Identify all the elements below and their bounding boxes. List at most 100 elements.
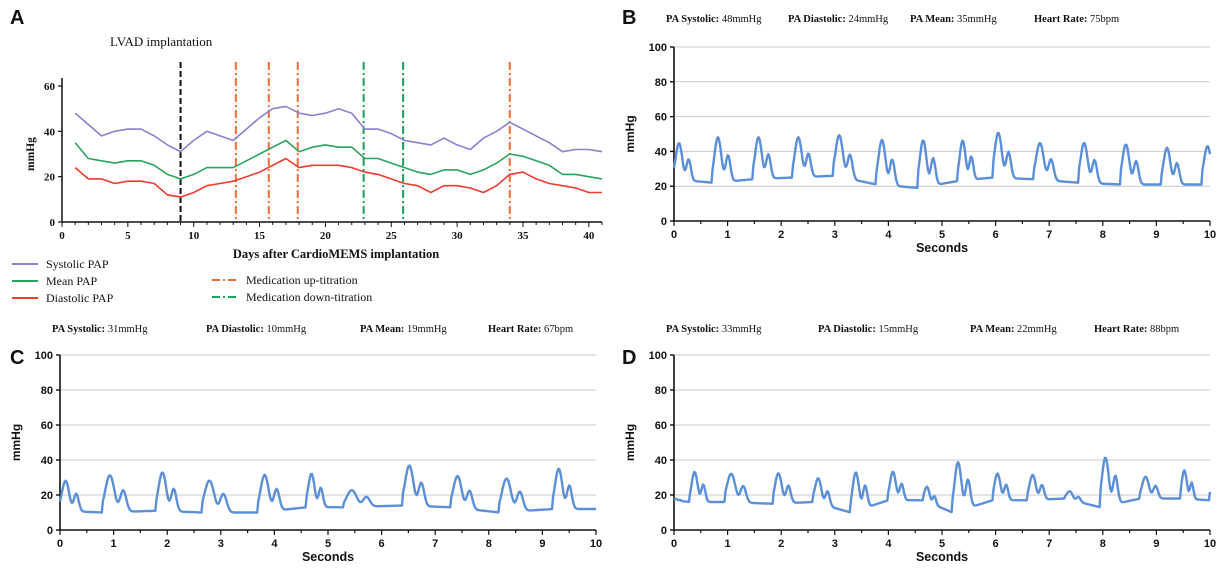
y-tick-label: 60 [41, 420, 53, 432]
x-tick-label: 10 [188, 230, 200, 242]
y-tick-label: 0 [50, 217, 56, 229]
header-stat: PA Mean: 19mmHg [360, 324, 447, 335]
header-stat: PA Mean: 35mmHg [910, 14, 997, 25]
series-line-mean-pap [74, 139, 603, 180]
x-tick-label: 8 [486, 538, 492, 550]
y-axis-label: mmHg [623, 115, 637, 152]
x-axis-label: Seconds [302, 550, 354, 564]
series-line-diastolic-pap [74, 157, 602, 198]
y-tick-label: 0 [47, 525, 53, 537]
x-tick-label: 2 [778, 538, 784, 550]
x-tick-label: 5 [125, 230, 131, 242]
x-tick-label: 15 [254, 230, 266, 242]
panel-letter: B [622, 7, 636, 29]
header-stat-label: Heart Rate: [1034, 14, 1090, 25]
x-tick-label: 10 [1204, 229, 1216, 241]
x-axis-label: Seconds [916, 241, 968, 255]
pressure-trace [672, 131, 1212, 190]
x-tick-label: 25 [386, 230, 398, 242]
header-stat-label: PA Diastolic: [788, 14, 848, 25]
x-tick-label: 40 [583, 230, 595, 242]
x-tick-label: 10 [1204, 538, 1216, 550]
header-stat: PA Systolic: 33mmHg [666, 324, 762, 335]
x-tick-label: 9 [1153, 229, 1159, 241]
x-tick-label: 4 [271, 538, 278, 550]
y-tick-label: 40 [655, 146, 667, 158]
panel-letter: D [622, 347, 636, 369]
y-axis-label: mmHg [623, 424, 637, 461]
x-axis-label: Seconds [916, 550, 968, 564]
x-tick-label: 9 [1153, 538, 1159, 550]
x-tick-label: 8 [1100, 229, 1106, 241]
header-stat: PA Diastolic: 24mmHg [788, 14, 889, 25]
y-tick-label: 20 [44, 172, 56, 184]
x-tick-label: 7 [1046, 538, 1052, 550]
y-tick-label: 20 [655, 181, 667, 193]
x-tick-label: 2 [164, 538, 170, 550]
x-tick-label: 30 [452, 230, 464, 242]
legend-label: Systolic PAP [46, 257, 109, 271]
x-tick-label: 0 [57, 538, 63, 550]
y-tick-label: 80 [655, 77, 667, 89]
series-line-systolic-pap [74, 105, 603, 153]
legend-label: Diastolic PAP [46, 291, 114, 305]
header-stat-label: PA Mean: [910, 14, 957, 25]
y-tick-label: 60 [655, 420, 667, 432]
header-stat-value: 33mmHg [722, 324, 762, 335]
header-stat-label: Heart Rate: [488, 324, 544, 335]
y-tick-label: 100 [35, 350, 53, 362]
y-tick-label: 60 [655, 112, 667, 124]
header-stat-label: PA Systolic: [52, 324, 108, 335]
x-tick-label: 1 [111, 538, 117, 550]
legend-label: Mean PAP [46, 274, 98, 288]
y-tick-label: 40 [655, 455, 667, 467]
x-tick-label: 1 [725, 229, 731, 241]
x-tick-label: 6 [379, 538, 385, 550]
header-stat-label: PA Diastolic: [818, 324, 878, 335]
x-tick-label: 4 [885, 538, 892, 550]
y-tick-label: 60 [44, 81, 56, 93]
y-tick-label: 80 [655, 385, 667, 397]
header-stat: PA Mean: 22mmHg [970, 324, 1057, 335]
y-tick-label: 0 [661, 525, 667, 537]
header-stat-label: PA Diastolic: [206, 324, 266, 335]
x-tick-label: 0 [671, 229, 677, 241]
header-stat-value: 19mmHg [407, 324, 447, 335]
header-stat-label: PA Mean: [970, 324, 1017, 335]
header-stat-value: 35mmHg [957, 14, 997, 25]
header-stat-value: 31mmHg [108, 324, 148, 335]
header-stat-label: Heart Rate: [1094, 324, 1150, 335]
y-tick-label: 100 [649, 350, 667, 362]
x-tick-label: 6 [993, 229, 999, 241]
x-axis-label: Days after CardioMEMS implantation [233, 247, 439, 261]
header-stat: PA Diastolic: 15mmHg [818, 324, 919, 335]
header-stat-value: 67bpm [544, 324, 573, 335]
header-stat-value: 75bpm [1090, 14, 1119, 25]
x-tick-label: 6 [993, 538, 999, 550]
panel-letter: A [10, 7, 24, 29]
header-stat: Heart Rate: 88bpm [1094, 324, 1179, 335]
y-tick-label: 80 [41, 385, 53, 397]
x-tick-label: 2 [778, 229, 784, 241]
x-tick-label: 5 [939, 229, 945, 241]
header-stat: PA Systolic: 31mmHg [52, 324, 148, 335]
y-tick-label: 100 [649, 42, 667, 54]
x-tick-label: 3 [218, 538, 224, 550]
header-stat: PA Systolic: 48mmHg [666, 14, 762, 25]
x-tick-label: 7 [1046, 229, 1052, 241]
y-axis-label: mmHg [25, 137, 37, 171]
header-stat-value: 24mmHg [848, 14, 888, 25]
header-stat: Heart Rate: 75bpm [1034, 14, 1119, 25]
pressure-trace [673, 456, 1212, 514]
x-tick-label: 10 [590, 538, 602, 550]
legend-label: Medication down-titration [246, 290, 372, 304]
header-stat-label: PA Mean: [360, 324, 407, 335]
x-tick-label: 0 [671, 538, 677, 550]
header-stat-label: PA Systolic: [666, 324, 722, 335]
y-tick-label: 20 [655, 490, 667, 502]
x-tick-label: 0 [59, 230, 65, 242]
x-tick-label: 3 [832, 538, 838, 550]
x-tick-label: 1 [725, 538, 731, 550]
x-tick-label: 3 [832, 229, 838, 241]
